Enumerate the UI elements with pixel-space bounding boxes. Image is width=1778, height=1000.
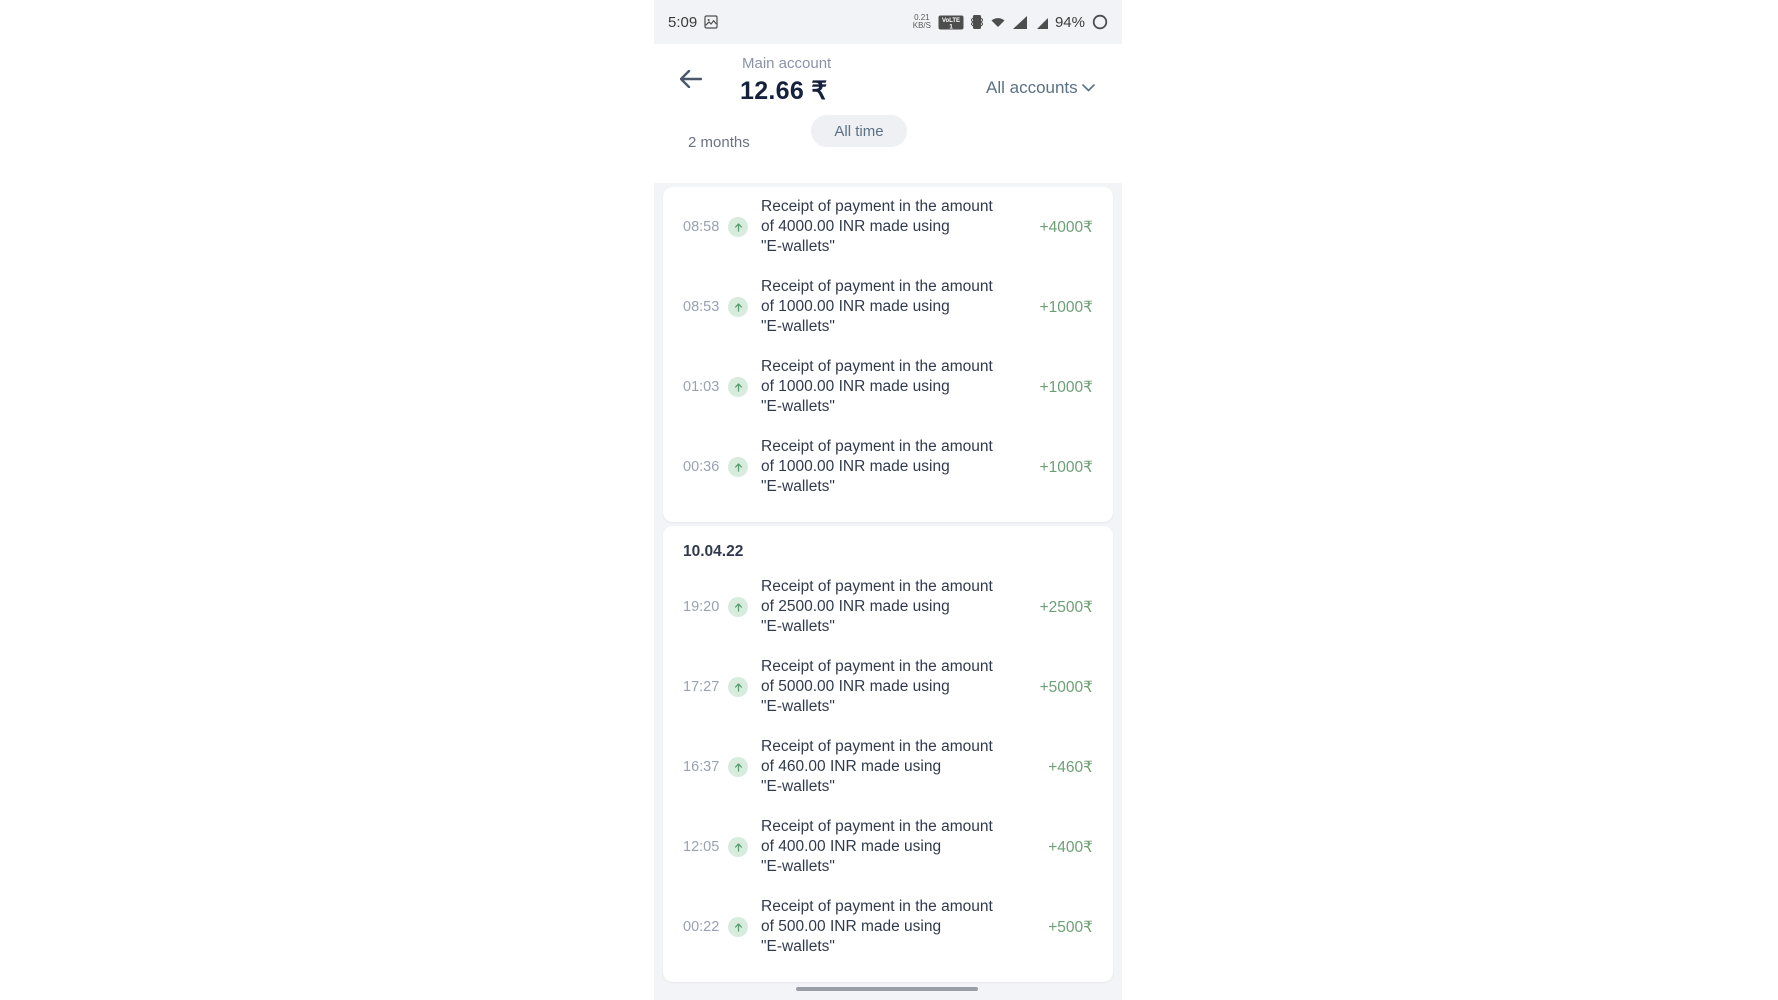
svg-text:1: 1 — [949, 23, 953, 30]
